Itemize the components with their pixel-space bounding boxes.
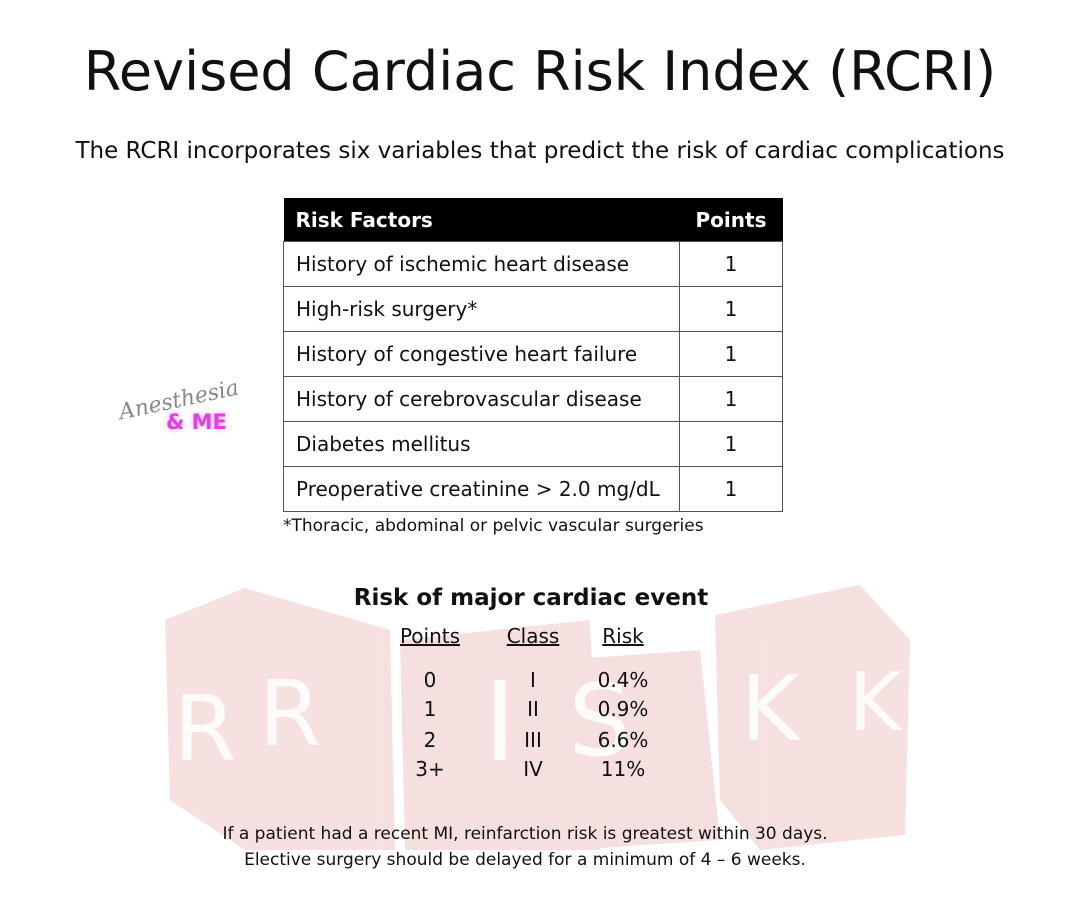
points-cell: 1 (679, 421, 783, 467)
points-cell: 1 (679, 466, 783, 512)
table-row: High-risk surgery* 1 (283, 286, 783, 332)
risk-cell: I (530, 668, 536, 692)
footnote: *Thoracic, abdominal or pelvic vascular … (283, 516, 704, 536)
points-cell: 1 (679, 376, 783, 422)
risk-cell: 0.4% (597, 668, 649, 692)
watermark-name: & ME (166, 410, 227, 434)
dice-letter: K (740, 657, 801, 762)
table-row: History of cerebrovascular disease 1 (283, 376, 783, 422)
risk-cell: 0.9% (597, 697, 649, 721)
risk-title: Risk of major cardiac event (353, 585, 709, 611)
risk-header: Points (399, 624, 461, 648)
factor-cell: Diabetes mellitus (283, 421, 680, 467)
factor-cell: Preoperative creatinine > 2.0 mg/dL (283, 466, 680, 512)
dice-letter: S (568, 662, 631, 779)
note: Elective surgery should be delayed for a… (244, 850, 806, 870)
table-row: Diabetes mellitus 1 (283, 421, 783, 467)
risk-factor-table: Risk Factors Points History of ischemic … (283, 198, 783, 512)
factor-cell: History of congestive heart failure (283, 331, 680, 377)
subtitle: The RCRI incorporates six variables that… (75, 138, 1005, 164)
dice-letter: K (849, 656, 904, 749)
note: If a patient had a recent MI, reinfarcti… (222, 824, 828, 844)
points-cell: 1 (679, 241, 783, 287)
dice-letter: R (259, 662, 322, 767)
risk-cell: IV (523, 757, 543, 781)
table-row: History of ischemic heart disease 1 (283, 241, 783, 287)
risk-cell: 1 (423, 697, 437, 721)
risk-header: Risk (602, 624, 644, 648)
risk-cell: 11% (600, 757, 646, 781)
risk-cell: 0 (423, 668, 437, 692)
points-cell: 1 (679, 286, 783, 332)
header-row: Risk Factors Points (283, 198, 783, 242)
dice-letter: I (484, 658, 516, 786)
title: Revised Cardiac Risk Index (RCRI) (83, 40, 997, 103)
risk-cell: 3+ (415, 757, 445, 781)
table-row: Preoperative creatinine > 2.0 mg/dL 1 (283, 466, 783, 512)
dice-shapes (165, 585, 910, 850)
table-body: History of ischemic heart disease 1 High-r… (283, 241, 783, 512)
factor-cell: History of ischemic heart disease (283, 241, 680, 287)
header-cell: Risk Factors (283, 198, 680, 242)
risk-cell: 6.6% (597, 728, 649, 752)
header-cell: Points (679, 198, 783, 242)
risk-header: Class (506, 624, 560, 648)
risk-cell: III (524, 728, 542, 752)
factor-cell: High-risk surgery* (283, 286, 680, 332)
factor-cell: History of cerebrovascular disease (283, 376, 680, 422)
points-cell: 1 (679, 331, 783, 377)
risk-cell: II (527, 697, 539, 721)
dice-letter: R (174, 677, 237, 782)
risk-cell: 2 (423, 728, 437, 752)
table-row: History of congestive heart failure 1 (283, 331, 783, 377)
